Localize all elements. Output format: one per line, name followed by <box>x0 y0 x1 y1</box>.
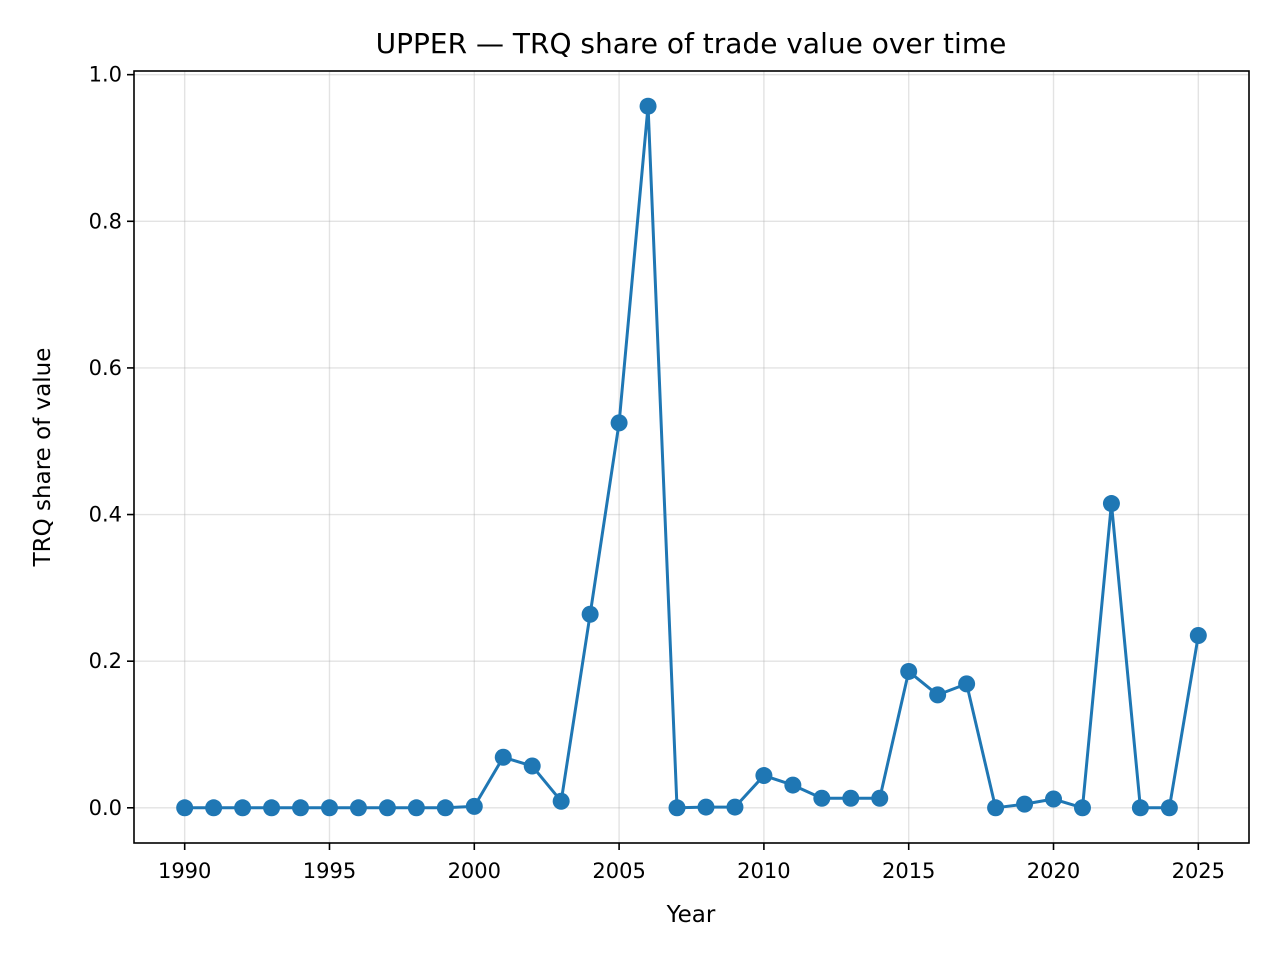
data-point <box>668 799 686 817</box>
data-point <box>234 799 252 817</box>
data-point <box>292 799 310 817</box>
y-axis: 0.0 0.2 0.4 0.6 0.8 1.0 <box>89 63 134 820</box>
x-tick-label: 2010 <box>737 859 790 883</box>
data-point <box>1045 790 1063 808</box>
data-point <box>929 686 947 704</box>
y-tick-label: 0.8 <box>89 209 122 233</box>
data-point <box>958 675 976 693</box>
x-tick-label: 2020 <box>1027 859 1080 883</box>
data-point <box>263 799 281 817</box>
data-point <box>407 799 425 817</box>
data-point <box>871 789 889 807</box>
plot-frame <box>133 70 1250 844</box>
y-tick-label: 0.2 <box>89 649 122 673</box>
data-point <box>639 97 657 115</box>
data-point <box>176 799 194 817</box>
data-point <box>205 799 223 817</box>
data-point <box>697 798 715 816</box>
x-tick-label: 1990 <box>158 859 211 883</box>
data-point <box>1160 799 1178 817</box>
data-point <box>436 799 454 817</box>
chart-title: UPPER — TRQ share of trade value over ti… <box>376 27 1007 60</box>
y-axis-label: TRQ share of value <box>30 348 56 568</box>
data-point <box>378 799 396 817</box>
data-point <box>494 748 512 766</box>
y-tick-label: 0.0 <box>89 796 122 820</box>
data-point <box>1189 627 1207 645</box>
data-point <box>813 789 831 807</box>
data-point <box>523 757 541 775</box>
y-tick-label: 0.4 <box>89 503 122 527</box>
data-point <box>465 797 483 815</box>
data-point <box>1102 495 1120 513</box>
x-tick-label: 2015 <box>882 859 935 883</box>
data-point <box>1131 799 1149 817</box>
data-point <box>784 776 802 794</box>
y-tick-label: 1.0 <box>89 63 122 87</box>
data-point <box>842 789 860 807</box>
data-point <box>552 792 570 810</box>
data-point <box>1016 795 1034 813</box>
x-tick-label: 2000 <box>448 859 501 883</box>
x-tick-label: 2025 <box>1172 859 1225 883</box>
data-point <box>1073 799 1091 817</box>
data-point <box>755 767 773 785</box>
x-axis: 1990 1995 2000 2005 2010 2015 2020 2025 <box>158 843 1225 883</box>
y-tick-label: 0.6 <box>89 356 122 380</box>
data-point <box>610 414 628 432</box>
data-point <box>349 799 367 817</box>
grid <box>134 71 1249 843</box>
x-axis-label: Year <box>666 902 716 928</box>
data-point <box>581 605 599 623</box>
data-point <box>726 798 744 816</box>
data-point <box>900 662 918 680</box>
data-point <box>320 799 338 817</box>
data-point-group <box>176 97 1207 817</box>
x-tick-label: 1995 <box>303 859 356 883</box>
data-point <box>987 799 1005 817</box>
x-tick-label: 2005 <box>592 859 645 883</box>
